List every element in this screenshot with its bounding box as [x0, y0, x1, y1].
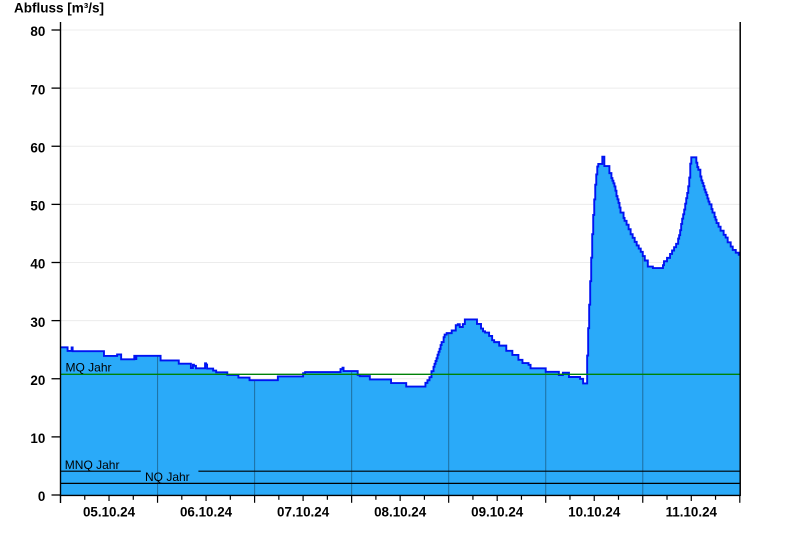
svg-text:05.10.24: 05.10.24 [83, 504, 136, 519]
svg-text:Abfluss [m³/s]: Abfluss [m³/s] [14, 0, 104, 15]
svg-text:09.10.24: 09.10.24 [471, 504, 524, 519]
svg-text:08.10.24: 08.10.24 [374, 504, 427, 519]
svg-text:30: 30 [30, 315, 45, 330]
svg-text:20: 20 [30, 373, 45, 388]
svg-text:80: 80 [30, 24, 45, 39]
svg-text:0: 0 [38, 489, 45, 504]
svg-text:MNQ Jahr: MNQ Jahr [65, 458, 120, 472]
svg-text:70: 70 [30, 82, 45, 97]
svg-text:NQ Jahr: NQ Jahr [145, 470, 190, 484]
svg-text:07.10.24: 07.10.24 [277, 504, 330, 519]
svg-text:40: 40 [30, 257, 45, 272]
svg-text:10.10.24: 10.10.24 [568, 504, 621, 519]
svg-text:06.10.24: 06.10.24 [180, 504, 233, 519]
svg-text:MQ Jahr: MQ Jahr [66, 361, 112, 375]
svg-text:11.10.24: 11.10.24 [666, 504, 718, 519]
svg-text:50: 50 [30, 199, 45, 214]
svg-text:60: 60 [30, 140, 45, 155]
svg-text:10: 10 [30, 431, 45, 446]
